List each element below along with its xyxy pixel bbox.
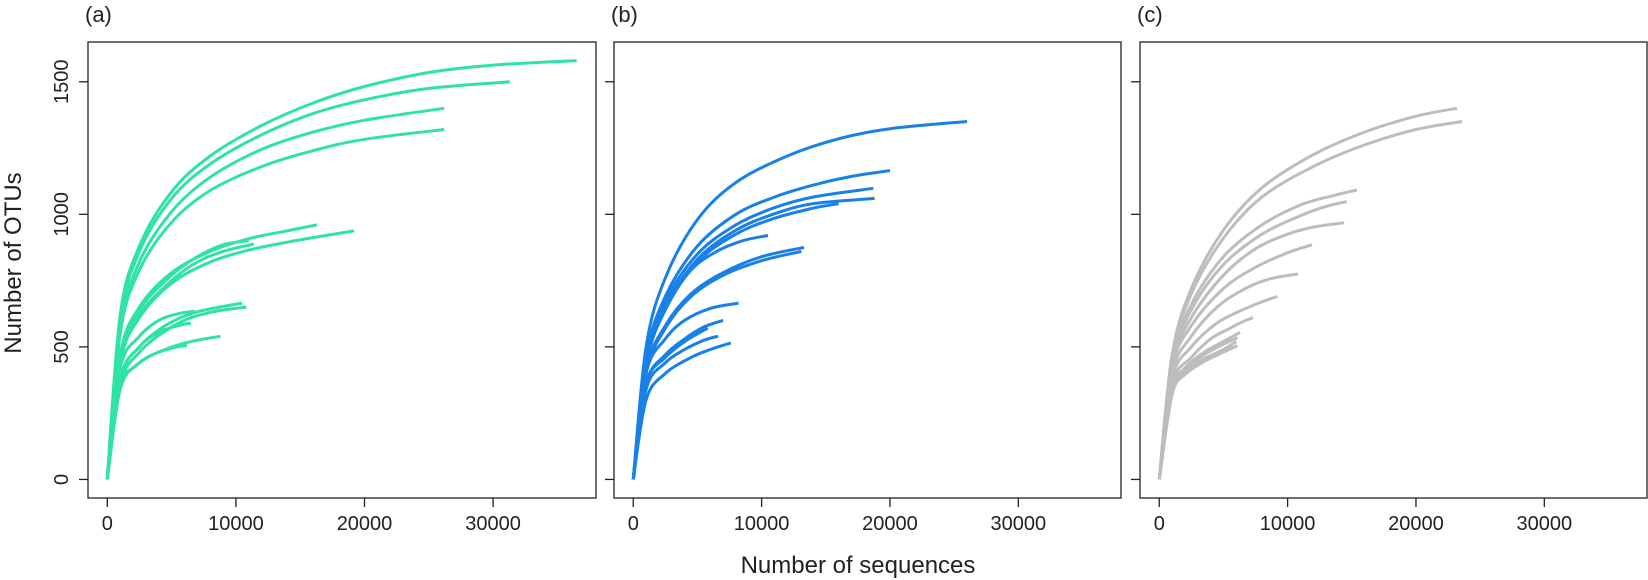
plot-frame [87, 41, 597, 499]
y-tick-label: 0 [51, 474, 73, 485]
x-tick-label: 30000 [465, 513, 521, 535]
plot-frame [1139, 41, 1648, 499]
panel-label: (c) [1137, 2, 1163, 27]
series-group [631, 120, 968, 480]
plot-frame [613, 41, 1122, 499]
x-tick-label: 10000 [1260, 513, 1316, 535]
rarefaction-curve [1157, 243, 1313, 480]
rarefaction-curve [631, 120, 968, 480]
series-group [105, 59, 577, 480]
x-tick-label: 0 [1154, 513, 1165, 535]
x-axis-title: Number of sequences [741, 552, 976, 579]
series-group [1157, 106, 1463, 480]
rarefaction-curve [1157, 188, 1358, 480]
rarefaction-curve [631, 234, 769, 480]
x-tick-label: 30000 [991, 513, 1047, 535]
x-tick-label: 0 [102, 513, 113, 535]
panel-1: (a) 0 10000 20000 30000 0 500 1000 1500 [51, 2, 597, 535]
rarefaction-curve [631, 334, 719, 480]
chart-panels: (a) 0 10000 20000 30000 0 500 1000 1500 (b) 0 10000… [51, 2, 1648, 535]
x-tick-label: 20000 [862, 513, 918, 535]
rarefaction-curve [631, 196, 875, 480]
x-tick-label: 0 [628, 513, 639, 535]
rarefaction-curve [105, 344, 188, 480]
rarefaction-curve [631, 249, 802, 480]
rarefaction-curve [1157, 120, 1463, 480]
rarefaction-curve [1157, 344, 1239, 480]
panel-2: (b) 0 10000 20000 30000 [605, 2, 1122, 535]
x-tick-label: 20000 [337, 513, 393, 535]
rarefaction-curve [1157, 106, 1458, 480]
panel-3: (c) 0 10000 20000 30000 [1131, 2, 1648, 535]
panel-label: (a) [85, 2, 112, 27]
x-tick-label: 20000 [1388, 513, 1444, 535]
x-tick-label: 10000 [208, 513, 264, 535]
rarefaction-curve [105, 128, 445, 480]
rarefaction-curve [105, 229, 355, 480]
y-axis-title: Number of OTUs [0, 172, 27, 353]
y-tick-label: 1000 [51, 192, 73, 237]
y-tick-label: 1500 [51, 60, 73, 105]
y-tick-label: 500 [51, 330, 73, 363]
panel-label: (b) [611, 2, 638, 27]
rarefaction-curve [631, 341, 732, 480]
x-tick-label: 10000 [734, 513, 790, 535]
rarefaction-curve [1157, 295, 1278, 480]
x-tick-label: 30000 [1517, 513, 1573, 535]
